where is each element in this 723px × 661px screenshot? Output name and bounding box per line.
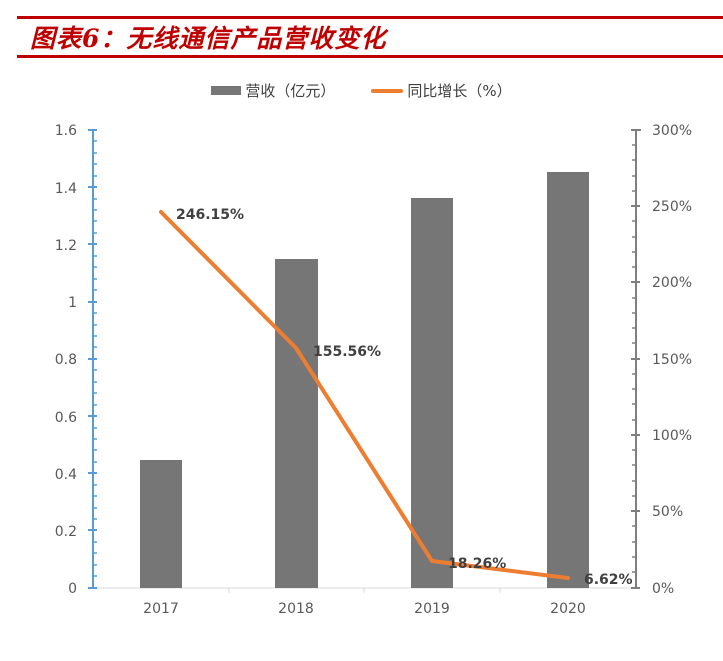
right-tick-label: 50%	[652, 504, 683, 520]
x-axis-labels: 2017 2018 2019 2020	[143, 601, 586, 617]
revenue-bars	[140, 172, 589, 588]
growth-line	[159, 210, 570, 580]
x-axis-ticks	[228, 588, 501, 593]
bar-2018	[275, 259, 318, 588]
right-axis-labels: 0% 50% 100% 150% 200% 250% 300%	[652, 123, 692, 597]
legend-label-growth: 同比增长（%）	[407, 82, 512, 100]
figure-title: 图表6：无线通信产品营收变化	[30, 24, 387, 53]
left-axis-minor-ticks	[93, 140, 97, 577]
data-label-2020: 6.62%	[584, 572, 633, 588]
legend-label-revenue: 营收（亿元）	[245, 82, 336, 100]
x-tick-label: 2019	[414, 601, 450, 617]
legend-item-revenue: 营收（亿元）	[211, 80, 335, 101]
right-tick-label: 200%	[652, 275, 692, 291]
data-label-2019: 18.26%	[448, 556, 506, 572]
chart-legend: 营收（亿元） 同比增长（%）	[0, 80, 723, 101]
right-axis	[631, 129, 641, 589]
bar-2017	[140, 460, 182, 588]
right-tick-label: 250%	[652, 199, 692, 215]
x-tick-label: 2020	[550, 601, 586, 617]
bar-2020	[547, 172, 589, 588]
right-tick-label: 150%	[652, 352, 692, 368]
data-label-2017: 246.15%	[176, 207, 244, 223]
x-tick-label: 2018	[278, 601, 314, 617]
x-tick-label: 2017	[143, 601, 179, 617]
left-tick-label: 0.6	[55, 410, 77, 426]
growth-data-labels: 246.15% 155.56% 18.26% 6.62%	[176, 207, 633, 588]
bar-2019	[411, 198, 453, 588]
line-swatch-icon	[371, 88, 404, 93]
right-tick-label: 0%	[652, 581, 674, 597]
bar-swatch-icon	[211, 86, 242, 95]
left-tick-label: 0	[68, 581, 77, 597]
right-axis-minor-ticks	[632, 144, 636, 573]
left-tick-label: 1.4	[55, 181, 77, 197]
legend-item-growth: 同比增长（%）	[371, 80, 512, 101]
left-tick-label: 0.8	[55, 352, 77, 368]
title-rule-bottom	[17, 55, 723, 58]
left-axis-labels: 0 0.2 0.4 0.6 0.8 1 1.2 1.4 1.6	[55, 123, 77, 597]
left-tick-label: 1.2	[55, 238, 77, 254]
left-tick-label: 1.6	[55, 123, 77, 139]
title-rule-top	[17, 16, 723, 19]
right-tick-label: 100%	[652, 428, 692, 444]
data-label-2018: 155.56%	[313, 344, 381, 360]
left-tick-label: 0.2	[55, 524, 77, 540]
left-tick-label: 1	[68, 295, 77, 311]
left-tick-label: 0.4	[55, 467, 77, 483]
left-axis	[88, 129, 97, 589]
right-tick-label: 300%	[652, 123, 692, 139]
